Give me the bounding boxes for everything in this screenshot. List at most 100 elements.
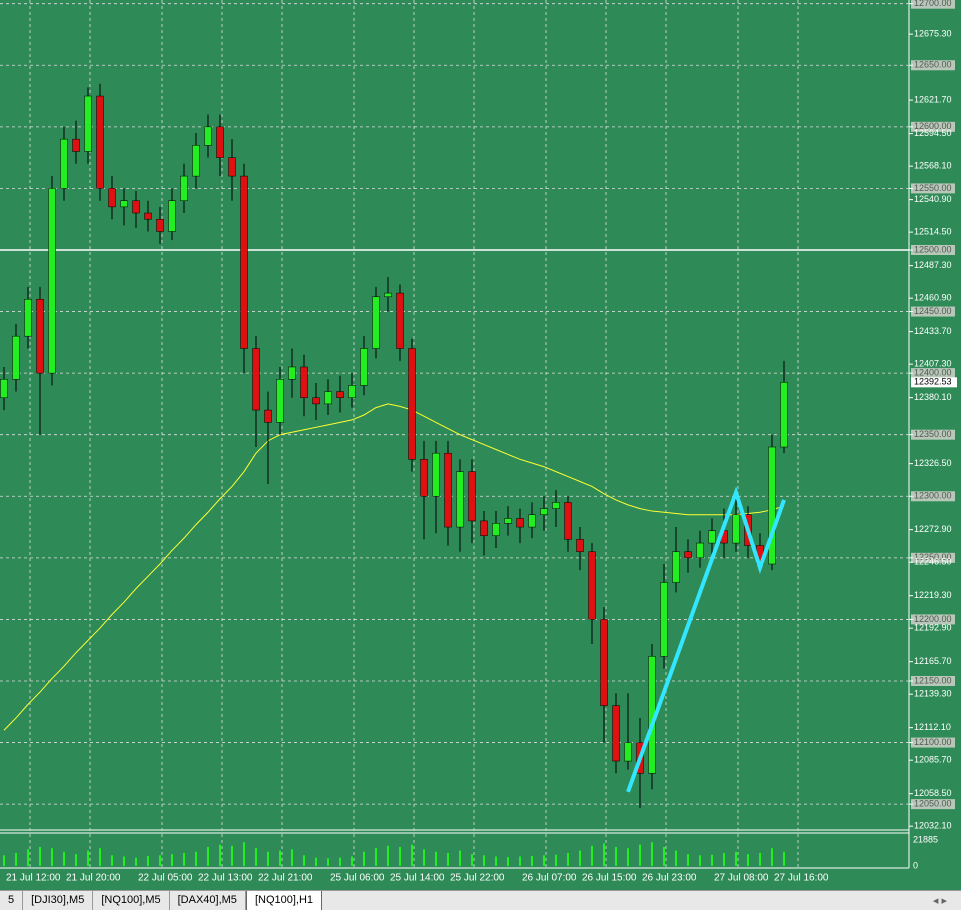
candle-body — [432, 452, 440, 497]
moving-average — [3, 403, 785, 731]
y-tick-label: 12085.70 — [914, 755, 952, 765]
candle-body — [384, 292, 392, 298]
level-box — [911, 675, 955, 686]
candle-body — [552, 502, 560, 509]
candle-body — [732, 514, 740, 544]
candle-body — [324, 391, 332, 405]
y-tick-label: 12250.00 — [914, 552, 952, 562]
level-box — [911, 429, 955, 440]
candle-body — [156, 218, 164, 232]
x-tick-label: 21 Jul 20:00 — [66, 873, 121, 884]
tab[interactable]: 5 — [0, 891, 24, 910]
y-tick-label: 12350.00 — [914, 429, 952, 439]
volume-tick-label: 21885 — [913, 834, 938, 844]
x-tick-label: 22 Jul 05:00 — [138, 873, 193, 884]
candle-body — [228, 157, 236, 177]
candle-body — [276, 379, 284, 423]
y-tick-label: 12500.00 — [914, 244, 952, 254]
candle-body — [444, 452, 452, 528]
candle-body — [504, 518, 512, 524]
y-tick-label: 12540.90 — [914, 194, 952, 204]
volume-tick-label: 0 — [913, 860, 918, 870]
x-tick-label: 27 Jul 16:00 — [774, 873, 829, 884]
candle-body — [36, 298, 44, 374]
candle-body — [612, 705, 620, 762]
candle-body — [96, 95, 104, 189]
candle-body — [684, 551, 692, 559]
chart: 12700.00 12675.30 12650.00 12621.70 12600.00… — [0, 0, 961, 890]
y-tick-label: 12514.50 — [914, 227, 952, 237]
level-box — [911, 244, 955, 255]
zigzag — [626, 486, 786, 793]
candle-body — [144, 212, 152, 220]
candle-body — [12, 335, 20, 380]
y-tick-label: 12700.00 — [914, 0, 952, 8]
candle-body — [24, 298, 32, 337]
x-tick-label: 26 Jul 07:00 — [522, 873, 577, 884]
y-tick-label: 12300.00 — [914, 491, 952, 501]
x-tick-label: 27 Jul 08:00 — [714, 873, 769, 884]
y-tick-label: 12100.00 — [914, 737, 952, 747]
candle-body — [408, 348, 416, 460]
tab[interactable]: [DJI30],M5 — [23, 891, 94, 910]
level-box — [911, 552, 955, 563]
last-price: 12392.53 — [914, 377, 952, 387]
level-box — [911, 121, 955, 132]
y-tick-label: 12165.70 — [914, 656, 952, 666]
y-tick-label: 12150.00 — [914, 675, 952, 685]
x-tick-label: 22 Jul 21:00 — [258, 873, 313, 884]
candle-body — [0, 379, 8, 399]
y-tick-label: 12550.00 — [914, 183, 952, 193]
candle-body — [696, 542, 704, 559]
candle-body — [72, 138, 80, 152]
level-box — [911, 737, 955, 748]
x-tick-label: 25 Jul 22:00 — [450, 873, 505, 884]
candle-body — [240, 175, 248, 349]
candle-body — [48, 188, 56, 374]
candle-body — [420, 459, 428, 497]
x-tick-label: 22 Jul 13:00 — [198, 873, 253, 884]
candle-body — [180, 175, 188, 201]
y-tick-label: 12594.50 — [914, 128, 952, 138]
y-tick-label: 12032.10 — [914, 821, 952, 831]
candle-body — [348, 385, 356, 399]
x-tick-label: 21 Jul 12:00 — [6, 873, 61, 884]
tab[interactable]: [NQ100],H1 — [245, 891, 323, 910]
candle-body — [492, 523, 500, 536]
candle-body — [60, 138, 68, 189]
candle-body — [660, 582, 668, 657]
y-tick-label: 12460.90 — [914, 293, 952, 303]
candle-body — [312, 397, 320, 405]
candle-body — [768, 446, 776, 565]
level-box — [911, 614, 955, 625]
candle-body — [600, 619, 608, 706]
level-box — [911, 60, 955, 71]
candle-body — [300, 366, 308, 399]
y-tick-label: 12407.30 — [914, 359, 952, 369]
candle-body — [84, 95, 92, 152]
tab[interactable]: [DAX40],M5 — [170, 891, 246, 910]
candle-body — [360, 348, 368, 386]
candle-body — [252, 348, 260, 411]
y-tick-label: 12192.90 — [914, 623, 952, 633]
candle-body — [468, 471, 476, 522]
y-tick-label: 12272.90 — [914, 524, 952, 534]
candle-body — [264, 409, 272, 423]
candle-body — [480, 520, 488, 536]
y-tick-label: 12600.00 — [914, 121, 952, 131]
tab[interactable]: [NQ100],M5 — [93, 891, 170, 910]
candle-body — [576, 539, 584, 552]
tab-bar: 5 [DJI30],M5 [NQ100],M5 [DAX40],M5 [NQ100],H… — [0, 890, 961, 910]
y-tick-label: 12650.00 — [914, 60, 952, 70]
y-tick-label: 12621.70 — [914, 94, 952, 104]
candle-body — [120, 200, 128, 208]
y-tick-label: 12139.30 — [914, 689, 952, 699]
candle-body — [192, 145, 200, 177]
y-tick-label: 12380.10 — [914, 392, 952, 402]
level-box — [911, 491, 955, 502]
y-tick-label: 12326.50 — [914, 458, 952, 468]
candle-body — [204, 126, 212, 146]
x-tick-label: 25 Jul 06:00 — [330, 873, 385, 884]
scroll-arrows[interactable]: ◂ ▸ — [932, 895, 947, 907]
